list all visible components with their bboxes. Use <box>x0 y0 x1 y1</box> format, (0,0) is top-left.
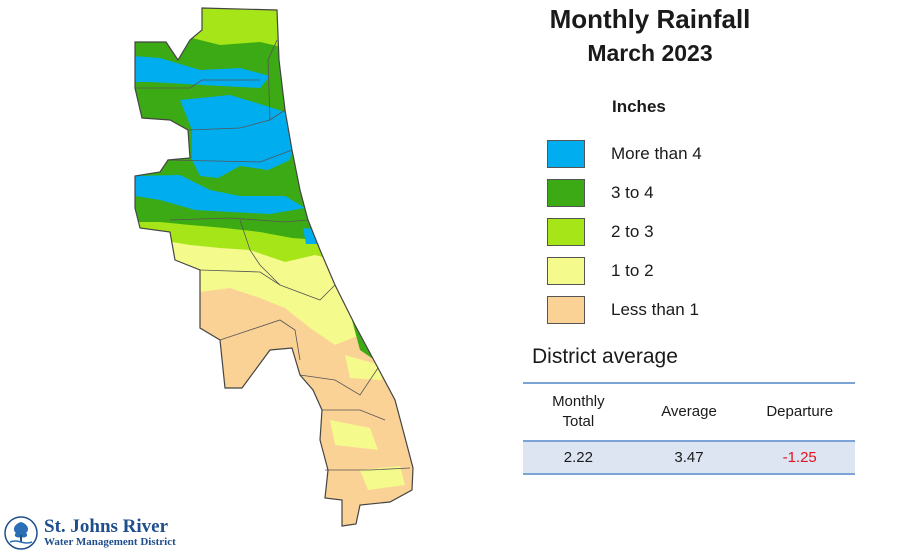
map-subtitle: March 2023 <box>587 40 713 66</box>
legend-swatch <box>547 178 585 207</box>
logo-line2: Water Management District <box>44 536 176 548</box>
legend-swatch <box>547 139 585 168</box>
district-average-table: Monthly Total Average Departure 2.22 3.4… <box>523 382 855 475</box>
legend-label: 1 to 2 <box>611 260 654 280</box>
legend-units: Inches <box>612 97 666 116</box>
tree-emblem-icon <box>4 516 38 550</box>
map-title: Monthly Rainfall <box>549 4 751 34</box>
legend-label: 3 to 4 <box>611 182 654 202</box>
district-outline <box>134 7 414 527</box>
header-departure: Departure <box>766 403 834 420</box>
table-row: 2.22 3.47 -1.25 <box>523 442 855 473</box>
legend-label: More than 4 <box>611 143 702 163</box>
legend-item: 1 to 2 <box>547 251 702 290</box>
legend-label: 2 to 3 <box>611 221 654 241</box>
legend-item: Less than 1 <box>547 290 702 329</box>
table-header-row: Monthly Total Average Departure <box>523 384 855 442</box>
legend-item: 3 to 4 <box>547 173 702 212</box>
map-zone-more-than-4-south <box>135 175 305 214</box>
value-monthly-total: 2.22 <box>563 448 593 466</box>
legend-swatch <box>547 256 585 285</box>
legend-item: More than 4 <box>547 134 702 173</box>
rainfall-map <box>134 7 414 527</box>
legend: More than 4 3 to 4 2 to 3 1 to 2 Less th… <box>547 134 702 329</box>
header-average: Average <box>661 403 717 420</box>
county-boundaries <box>135 39 411 471</box>
logo-line1: St. Johns River <box>44 516 169 537</box>
value-average: 3.47 <box>674 448 704 466</box>
map-zone-1-to-2-patches <box>330 355 405 490</box>
legend-item: 2 to 3 <box>547 212 702 251</box>
legend-swatch <box>547 295 585 324</box>
map-zone-more-than-4-central <box>180 95 295 178</box>
header-monthly-total: Monthly Total <box>552 393 605 430</box>
map-zone-more-than-4-coast <box>303 228 328 244</box>
legend-label: Less than 1 <box>611 299 699 319</box>
legend-swatch <box>547 217 585 246</box>
district-average-title: District average <box>532 345 678 368</box>
value-departure: -1.25 <box>782 448 817 466</box>
sjrwmd-logo: St. Johns River Water Management Distric… <box>4 516 176 550</box>
